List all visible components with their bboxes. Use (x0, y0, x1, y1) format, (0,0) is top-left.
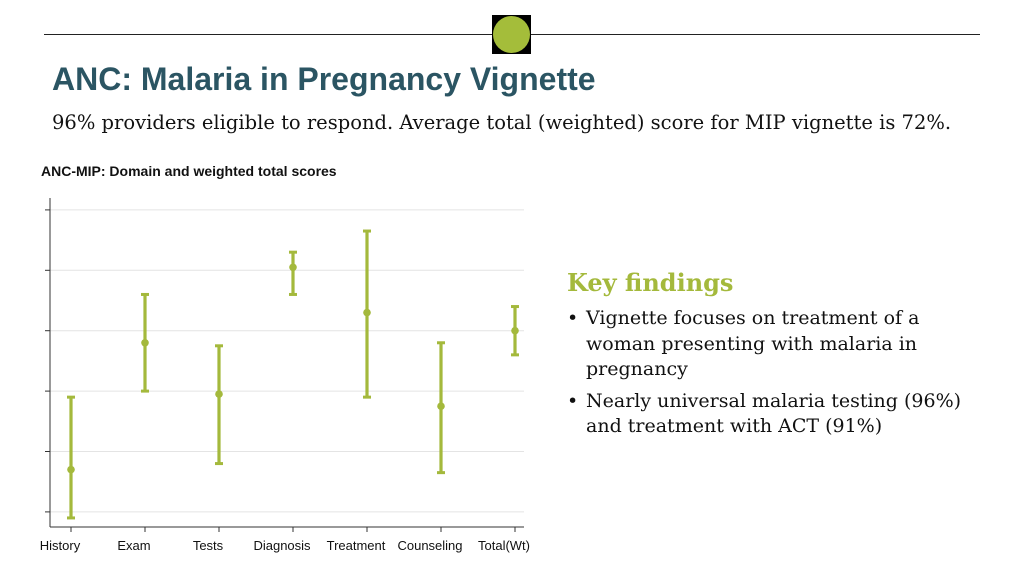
page-subtitle: 96% providers eligible to respond. Avera… (52, 111, 952, 134)
logo-circle-icon (493, 16, 530, 53)
x-tick-label: Counseling (397, 538, 462, 553)
key-finding-item: Vignette focuses on treatment of a woman… (567, 306, 987, 383)
data-point (141, 338, 149, 347)
error-bar-chart: History Exam Tests Diagnosis Treatment Counse… (40, 198, 530, 553)
logo (492, 15, 531, 54)
x-tick-label: Treatment (327, 538, 386, 553)
data-point (215, 390, 223, 398)
chart-title: ANC-MIP: Domain and weighted total score… (41, 163, 337, 179)
key-findings-list: Vignette focuses on treatment of a woman… (567, 306, 987, 446)
data-point (437, 402, 445, 410)
x-tick-label: Diagnosis (253, 538, 311, 553)
data-point (67, 465, 75, 474)
x-tick-label: History (40, 538, 81, 553)
data-point (511, 326, 519, 335)
page-title: ANC: Malaria in Pregnancy Vignette (52, 61, 596, 97)
key-finding-item: Nearly universal malaria testing (96%) a… (567, 389, 987, 440)
key-findings-heading: Key findings (567, 268, 734, 297)
x-tick-label: Tests (193, 538, 224, 553)
x-tick-label: Exam (117, 538, 150, 553)
x-tick-label: Total(Wt) (478, 538, 530, 553)
data-point (289, 263, 297, 272)
data-point (363, 308, 371, 317)
